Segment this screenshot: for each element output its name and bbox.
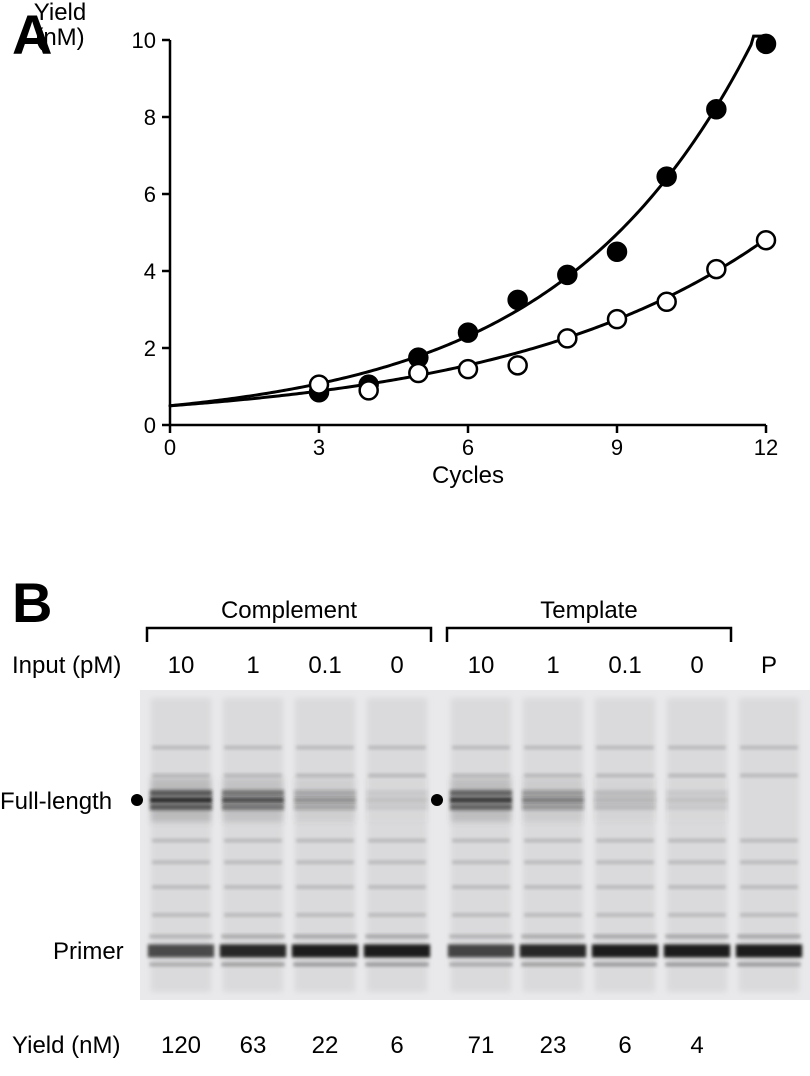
input-value-2: 0.1 xyxy=(289,652,361,680)
input-value-5: 1 xyxy=(517,652,589,680)
yield-value-2: 22 xyxy=(289,1032,361,1060)
input-value-1: 1 xyxy=(217,652,289,680)
primer-label: Primer xyxy=(53,938,124,966)
panel-b-svg xyxy=(0,0,810,1076)
full-length-label: Full-length xyxy=(0,788,112,816)
input-value-3: 0 xyxy=(361,652,433,680)
yield-value-3: 6 xyxy=(361,1032,433,1060)
yield-value-1: 63 xyxy=(217,1032,289,1060)
input-value-4: 10 xyxy=(445,652,517,680)
input-value-7: 0 xyxy=(661,652,733,680)
input-value-0: 10 xyxy=(145,652,217,680)
yield-value-0: 120 xyxy=(145,1032,217,1060)
input-value-8: P xyxy=(733,652,805,680)
input-value-6: 0.1 xyxy=(589,652,661,680)
figure-root: A 0369120246810 Yield (nM) Cycles B Inpu… xyxy=(0,0,810,1076)
yield-label: Yield (nM) xyxy=(12,1032,120,1060)
group-header-template: Template xyxy=(447,597,731,625)
group-header-complement: Complement xyxy=(147,597,431,625)
yield-value-6: 6 xyxy=(589,1032,661,1060)
input-label: Input (pM) xyxy=(12,652,121,680)
yield-value-5: 23 xyxy=(517,1032,589,1060)
yield-value-4: 71 xyxy=(445,1032,517,1060)
yield-value-7: 4 xyxy=(661,1032,733,1060)
